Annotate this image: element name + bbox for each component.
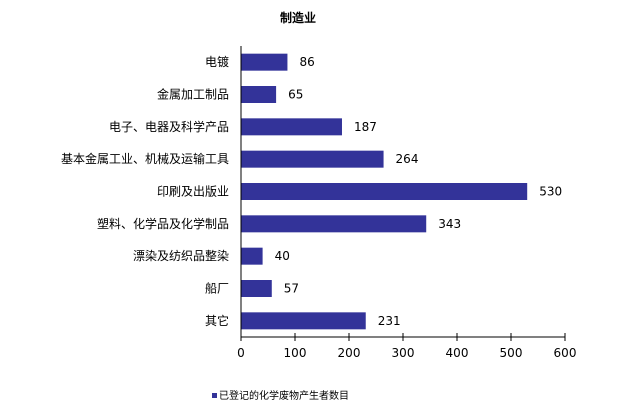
bar bbox=[241, 280, 272, 297]
data-label: 231 bbox=[378, 314, 401, 328]
data-label: 187 bbox=[354, 120, 377, 134]
data-label: 57 bbox=[284, 282, 299, 296]
data-label: 65 bbox=[288, 88, 303, 102]
bar bbox=[241, 150, 384, 168]
bar bbox=[241, 312, 366, 330]
x-tick-label: 0 bbox=[237, 346, 245, 360]
legend-label: 已登记的化学废物产生者数目 bbox=[219, 389, 349, 402]
bar bbox=[241, 118, 342, 136]
data-label: 343 bbox=[438, 217, 461, 231]
category-label: 漂染及纺织品整染 bbox=[133, 248, 229, 263]
bar bbox=[241, 215, 427, 233]
x-tick-label: 300 bbox=[392, 346, 415, 360]
category-label: 基本金属工业、机械及运输工具 bbox=[61, 151, 229, 166]
x-tick-label: 500 bbox=[500, 346, 523, 360]
category-label: 其它 bbox=[205, 313, 229, 328]
category-label: 电子、电器及科学产品 bbox=[109, 119, 229, 134]
x-tick-label: 200 bbox=[338, 346, 361, 360]
x-tick-label: 100 bbox=[284, 346, 307, 360]
chart-title: 制造业 bbox=[280, 10, 316, 25]
x-tick-label: 600 bbox=[554, 346, 577, 360]
bar bbox=[241, 247, 263, 265]
bar bbox=[241, 183, 528, 200]
bar bbox=[241, 53, 288, 71]
data-label: 86 bbox=[299, 55, 314, 69]
category-label: 塑料、化学品及化学制品 bbox=[97, 216, 229, 231]
bar bbox=[241, 86, 277, 103]
category-label: 船厂 bbox=[205, 282, 229, 296]
category-label: 金属加工制品 bbox=[157, 87, 229, 102]
data-label: 530 bbox=[539, 185, 562, 199]
data-label: 264 bbox=[396, 152, 419, 166]
data-label: 40 bbox=[275, 249, 290, 263]
x-tick-label: 400 bbox=[446, 346, 469, 360]
category-label: 印刷及出版业 bbox=[157, 185, 229, 199]
legend-swatch bbox=[212, 393, 217, 398]
category-label: 电镀 bbox=[205, 55, 229, 69]
